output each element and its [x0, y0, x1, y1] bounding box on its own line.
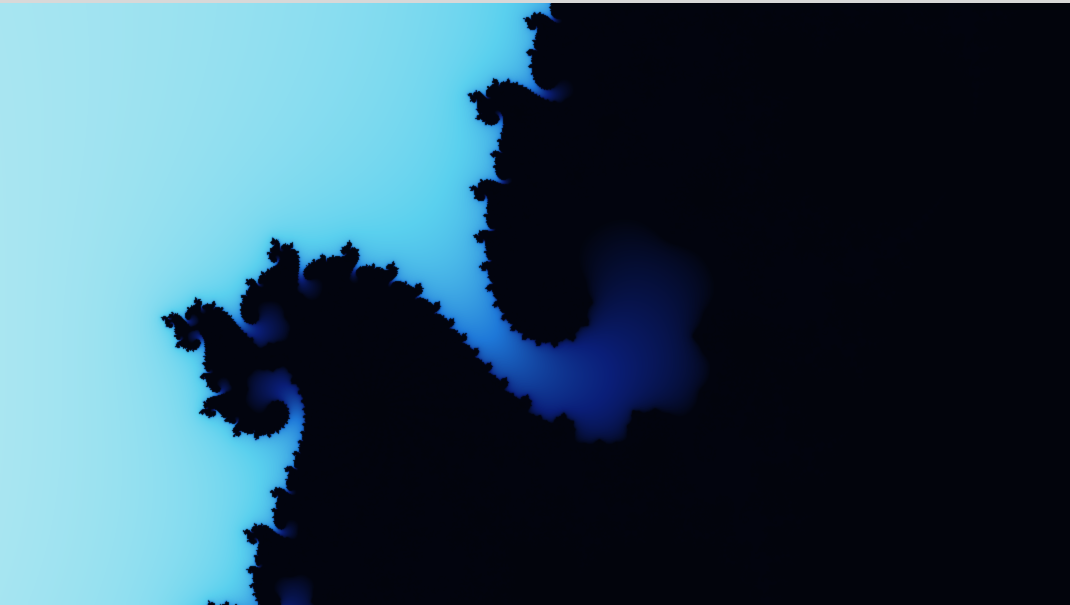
top-border-strip — [0, 0, 1070, 3]
fractal-canvas — [0, 3, 1070, 605]
